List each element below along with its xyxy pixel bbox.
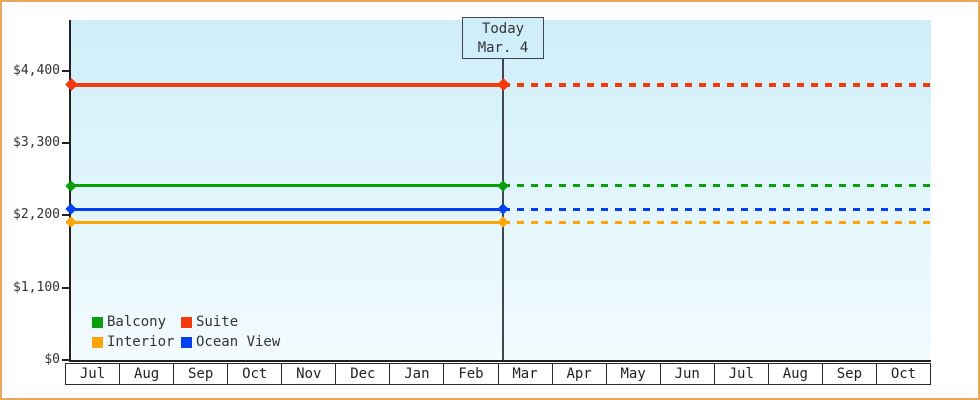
series-line-solid-ocean-view (71, 208, 503, 211)
legend-label: Suite (196, 314, 239, 330)
y-tick-mark (62, 214, 70, 216)
month-label: Jan (390, 363, 445, 385)
legend-label: Balcony (107, 314, 167, 330)
month-label: Dec (336, 363, 391, 385)
y-tick-mark (62, 287, 70, 289)
month-label: Aug (768, 363, 823, 385)
month-label: Sep (822, 363, 877, 385)
legend-swatch-ocean-view (181, 336, 192, 348)
legend-label: Interior (107, 334, 175, 350)
y-tick-label: $3,300 (13, 135, 60, 150)
legend-item-balcony: Balcony (92, 315, 166, 329)
series-line-solid-suite (71, 83, 503, 87)
y-tick-label: $2,200 (13, 207, 60, 222)
legend-item-ocean-view: Ocean View (181, 335, 280, 349)
y-tick-label: $0 (44, 352, 60, 367)
today-date: Mar. 4 (477, 40, 529, 56)
series-line-dotted-interior (503, 221, 931, 224)
series-line-dotted-ocean-view (503, 208, 931, 211)
legend-swatch-interior (92, 336, 103, 348)
today-annotation: Today Mar. 4 (462, 17, 544, 59)
month-label: Apr (552, 363, 607, 385)
y-tick-mark (62, 70, 70, 72)
series-line-solid-balcony (71, 184, 503, 187)
legend-label: Ocean View (196, 334, 281, 350)
legend-item-interior: Interior (92, 335, 174, 349)
month-label: Nov (282, 363, 337, 385)
series-line-solid-interior (71, 221, 503, 224)
y-tick-mark (62, 142, 70, 144)
month-label: Feb (444, 363, 499, 385)
month-label: Oct (228, 363, 283, 385)
month-label: Mar (498, 363, 553, 385)
series-line-dotted-suite (503, 83, 931, 87)
today-label: Today (481, 21, 525, 37)
month-label: Oct (876, 363, 931, 385)
y-tick-label: $4,400 (13, 63, 60, 78)
month-label: Sep (174, 363, 229, 385)
month-label: Jun (660, 363, 715, 385)
x-axis (69, 360, 931, 362)
y-tick-mark (62, 359, 70, 361)
x-axis-month-labels: Jul Aug Sep Oct Nov Dec Jan Feb Mar Apr May Jun Jul A… (65, 363, 931, 385)
month-label: Aug (120, 363, 175, 385)
y-tick-label: $1,100 (13, 280, 60, 295)
legend-item-suite: Suite (181, 315, 238, 329)
month-label: May (606, 363, 661, 385)
legend-swatch-suite (181, 316, 192, 328)
month-label: Jul (66, 363, 121, 385)
series-line-dotted-balcony (503, 184, 931, 187)
month-label: Jul (714, 363, 769, 385)
legend-swatch-balcony (92, 316, 103, 328)
